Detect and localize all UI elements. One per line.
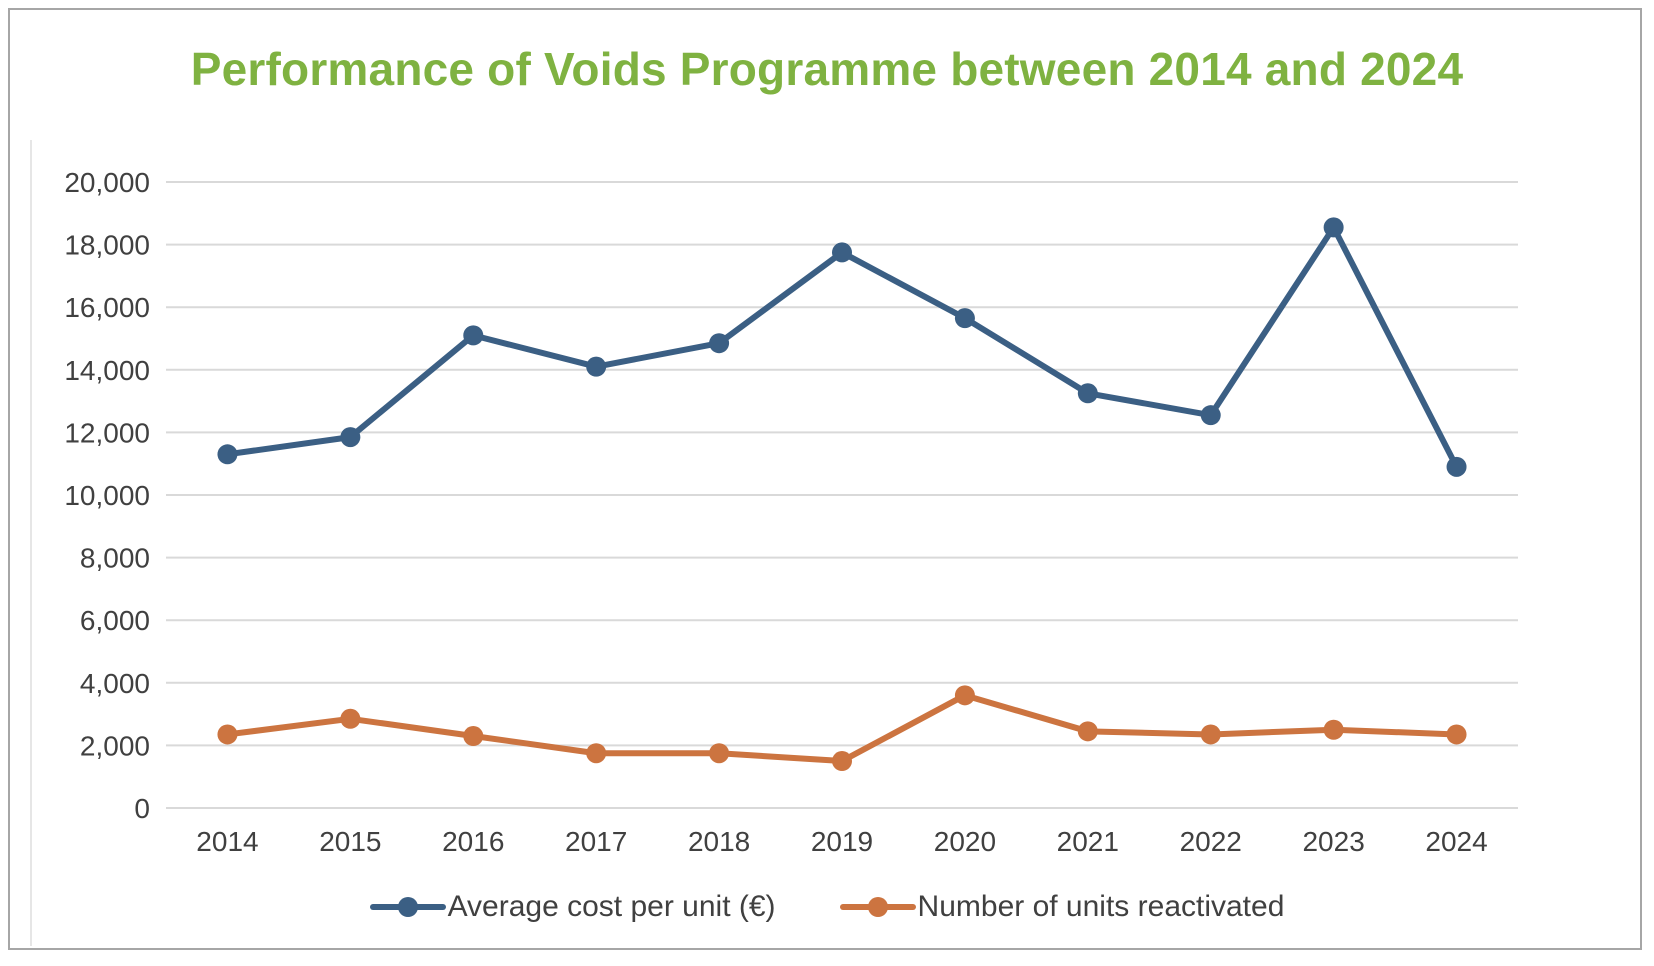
data-point	[1323, 217, 1344, 238]
x-tick-label: 2014	[196, 826, 258, 857]
legend-marker	[397, 897, 418, 917]
data-point	[586, 743, 607, 764]
legend-item-units-reactivated: Number of units reactivated	[839, 890, 1285, 924]
chart-frame	[8, 8, 1642, 950]
data-point	[1077, 721, 1098, 742]
x-tick-label: 2019	[811, 826, 873, 857]
x-tick-label: 2016	[442, 826, 504, 857]
data-point	[1200, 724, 1221, 745]
legend-swatch-units-reactivated	[839, 895, 916, 919]
y-tick-label: 6,000	[80, 605, 150, 636]
y-tick-label: 14,000	[64, 355, 150, 386]
x-tick-label: 2018	[688, 826, 750, 857]
y-tick-label: 0	[134, 793, 150, 824]
y-tick-label: 12,000	[64, 417, 150, 448]
series-line	[224, 224, 1460, 470]
data-point	[1200, 405, 1221, 426]
data-point	[1323, 719, 1344, 740]
data-point	[832, 242, 852, 263]
legend-item-average-cost: Average cost per unit (€)	[369, 890, 776, 924]
chart-title: Performance of Voids Programme between 2…	[190, 43, 1464, 95]
series-1	[217, 685, 1467, 772]
x-tick-label: 2020	[934, 826, 996, 857]
data-point	[954, 685, 975, 706]
x-axis: 2014 2015 2016 2017 2018 2019 2020 2021 2022 2023…	[196, 826, 1487, 857]
data-point	[463, 325, 484, 346]
series-0	[217, 217, 1467, 477]
legend-swatch-average-cost	[369, 895, 446, 919]
legend-label-average-cost: Average cost per unit (€)	[447, 890, 776, 923]
y-tick-label: 20,000	[64, 167, 150, 198]
data-point	[1446, 724, 1467, 745]
y-tick-label: 18,000	[64, 230, 150, 261]
legend-marker	[867, 897, 888, 917]
data-point	[954, 308, 975, 329]
data-point	[709, 743, 730, 764]
data-point	[832, 751, 852, 772]
x-tick-label: 2024	[1425, 826, 1487, 857]
data-point	[586, 356, 607, 377]
x-tick-label: 2022	[1180, 826, 1242, 857]
data-point	[1446, 456, 1467, 477]
gridlines	[166, 181, 1518, 809]
y-tick-label: 10,000	[64, 480, 150, 511]
data-point	[217, 724, 238, 745]
y-tick-label: 4,000	[80, 668, 150, 699]
x-tick-label: 2015	[319, 826, 381, 857]
data-point	[1077, 383, 1098, 404]
legend-label-units-reactivated: Number of units reactivated	[917, 890, 1285, 923]
y-tick-label: 2,000	[80, 730, 150, 761]
series-group	[217, 217, 1467, 772]
x-tick-label: 2023	[1302, 826, 1364, 857]
y-axis: 0 2,000 4,000 6,000 8,000 10,000 12,000 14,000 1…	[64, 167, 150, 824]
data-point	[709, 333, 730, 354]
plot-area-edge	[30, 140, 32, 946]
data-point	[217, 444, 238, 465]
legend: Average cost per unit (€) Number of unit…	[0, 882, 1654, 932]
x-tick-label: 2021	[1057, 826, 1119, 857]
y-tick-label: 8,000	[80, 543, 150, 574]
data-point	[463, 726, 484, 747]
data-point	[340, 427, 361, 448]
x-tick-label: 2017	[565, 826, 627, 857]
data-point	[340, 708, 361, 729]
y-tick-label: 16,000	[64, 292, 150, 323]
